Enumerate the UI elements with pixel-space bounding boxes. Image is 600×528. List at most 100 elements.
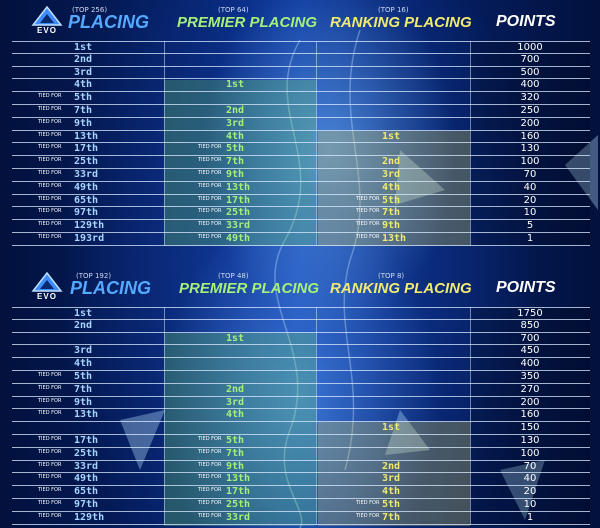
placing-cell: TIED FOR 97th (12, 499, 164, 511)
placing-tied-label: TIED FOR (38, 169, 62, 176)
ranking-highlight-band (318, 422, 470, 526)
premier-value: 2nd (226, 383, 245, 395)
ranking-cell: 1st (316, 422, 470, 434)
ranking-cell (316, 345, 470, 357)
placing-tied-label: TIED FOR (38, 182, 62, 189)
table-row: TIED FOR 65th TIED FOR 17th 4th 20 (12, 486, 590, 499)
ranking-cell: 4th (316, 182, 470, 194)
premier-tied-label: TIED FOR (198, 195, 222, 202)
evo-logo-text: EVO (37, 26, 57, 35)
ranking-cell (316, 118, 470, 130)
premier-cell (164, 358, 316, 370)
points-table-top-256: EVO (TOP 256) PLACING (TOP 64) PREMIER P… (0, 0, 600, 246)
placing-tied-label: TIED FOR (38, 105, 62, 112)
ranking-header: RANKING PLACING (330, 14, 472, 31)
placing-header: PLACING (70, 278, 151, 298)
evo-logo-icon (31, 6, 63, 26)
table-row: 4th 400 (12, 358, 590, 371)
points-table-top-192: EVO (TOP 192) PLACING (TOP 48) PREMIER P… (0, 266, 600, 526)
premier-subtitle: (TOP 64) (218, 6, 249, 14)
placing-cell: TIED FOR 25th (12, 156, 164, 168)
placing-tied-label: TIED FOR (38, 384, 62, 391)
placing-value: 33rd (74, 460, 99, 472)
points-value: 100 (520, 447, 540, 459)
ranking-cell (316, 92, 470, 104)
table-row: TIED FOR 25th TIED FOR 7th 2nd 100 (12, 156, 590, 169)
premier-cell: TIED FOR 33rd (164, 512, 316, 524)
premier-cell: TIED FOR 49th (164, 233, 316, 245)
table-row: 1st 1750 (12, 307, 590, 320)
table-row: TIED FOR 193rd TIED FOR 49th TIED FOR 13th 1 (12, 233, 590, 246)
placing-tied-label: TIED FOR (38, 410, 62, 417)
placing-value: 7th (74, 104, 93, 116)
ranking-cell: 4th (316, 486, 470, 498)
ranking-tied-label: TIED FOR (356, 208, 380, 215)
placing-cell: 4th (12, 358, 164, 370)
premier-cell: 4th (164, 131, 316, 143)
placing-tied-label: TIED FOR (38, 487, 62, 494)
placing-cell (12, 422, 164, 434)
placing-tied-label: TIED FOR (38, 144, 62, 151)
table-header: EVO (TOP 256) PLACING (TOP 64) PREMIER P… (0, 0, 600, 40)
ranking-cell (316, 448, 470, 460)
placing-cell: TIED FOR 5th (12, 371, 164, 383)
placing-cell: 4th (12, 79, 164, 91)
placing-value: 129th (74, 511, 105, 523)
premier-cell (164, 92, 316, 104)
premier-tied-label: TIED FOR (198, 487, 222, 494)
points-value: 130 (520, 434, 540, 446)
ranking-cell (316, 409, 470, 421)
evo-logo: EVO (30, 272, 64, 302)
premier-cell: TIED FOR 25th (164, 499, 316, 511)
placing-cell: TIED FOR 7th (12, 105, 164, 117)
table-row: TIED FOR 9th 3rd 200 (12, 118, 590, 131)
ranking-value: 4th (382, 486, 401, 498)
premier-value: 4th (226, 130, 245, 142)
ranking-cell (316, 384, 470, 396)
placing-value: 13th (74, 130, 99, 142)
points-value: 270 (520, 383, 540, 395)
placing-cell: TIED FOR 193rd (12, 233, 164, 245)
placing-tied-label: TIED FOR (38, 461, 62, 468)
ranking-value: 2nd (382, 460, 401, 472)
table-row: TIED FOR 129th TIED FOR 33rd TIED FOR 9th 5 (12, 220, 590, 233)
placing-value: 1st (74, 308, 93, 319)
premier-cell (164, 345, 316, 357)
ranking-subtitle: (TOP 8) (378, 272, 405, 280)
placing-value: 33rd (74, 168, 99, 180)
table-row: 2nd 850 (12, 320, 590, 333)
premier-cell: TIED FOR 33rd (164, 220, 316, 232)
premier-cell: 1st (164, 79, 316, 91)
table-body: 1st 1000 2nd 700 3rd 500 4th 1st 400 TIED FOR 5th 3… (12, 41, 590, 246)
premier-cell: TIED FOR 13th (164, 473, 316, 485)
premier-tied-label: TIED FOR (198, 221, 222, 228)
points-value: 850 (520, 319, 540, 331)
table-row: TIED FOR 7th 2nd 270 (12, 384, 590, 397)
placing-value: 97th (74, 207, 99, 219)
premier-tied-label: TIED FOR (198, 499, 222, 506)
premier-value: 3rd (226, 396, 245, 408)
placing-value: 2nd (74, 319, 93, 331)
premier-value: 25th (226, 207, 251, 219)
premier-tied-label: TIED FOR (198, 144, 222, 151)
premier-cell: TIED FOR 25th (164, 207, 316, 219)
premier-tied-label: TIED FOR (198, 448, 222, 455)
premier-cell (164, 422, 316, 434)
table-row: TIED FOR 5th 350 (12, 371, 590, 384)
placing-cell: 1st (12, 308, 164, 320)
placing-tied-label: TIED FOR (38, 435, 62, 442)
premier-value: 9th (226, 460, 245, 472)
premier-cell (164, 54, 316, 66)
placing-tied-label: TIED FOR (38, 131, 62, 138)
premier-cell (164, 371, 316, 383)
placing-cell: TIED FOR 49th (12, 473, 164, 485)
placing-value: 129th (74, 220, 105, 232)
column-divider (164, 307, 165, 525)
placing-cell: TIED FOR 7th (12, 384, 164, 396)
points-value: 5 (526, 220, 534, 232)
premier-value: 49th (226, 232, 251, 244)
placing-tied-label: TIED FOR (38, 371, 62, 378)
premier-subtitle: (TOP 48) (218, 272, 249, 280)
placing-value: 5th (74, 370, 93, 382)
placing-value: 9th (74, 396, 93, 408)
